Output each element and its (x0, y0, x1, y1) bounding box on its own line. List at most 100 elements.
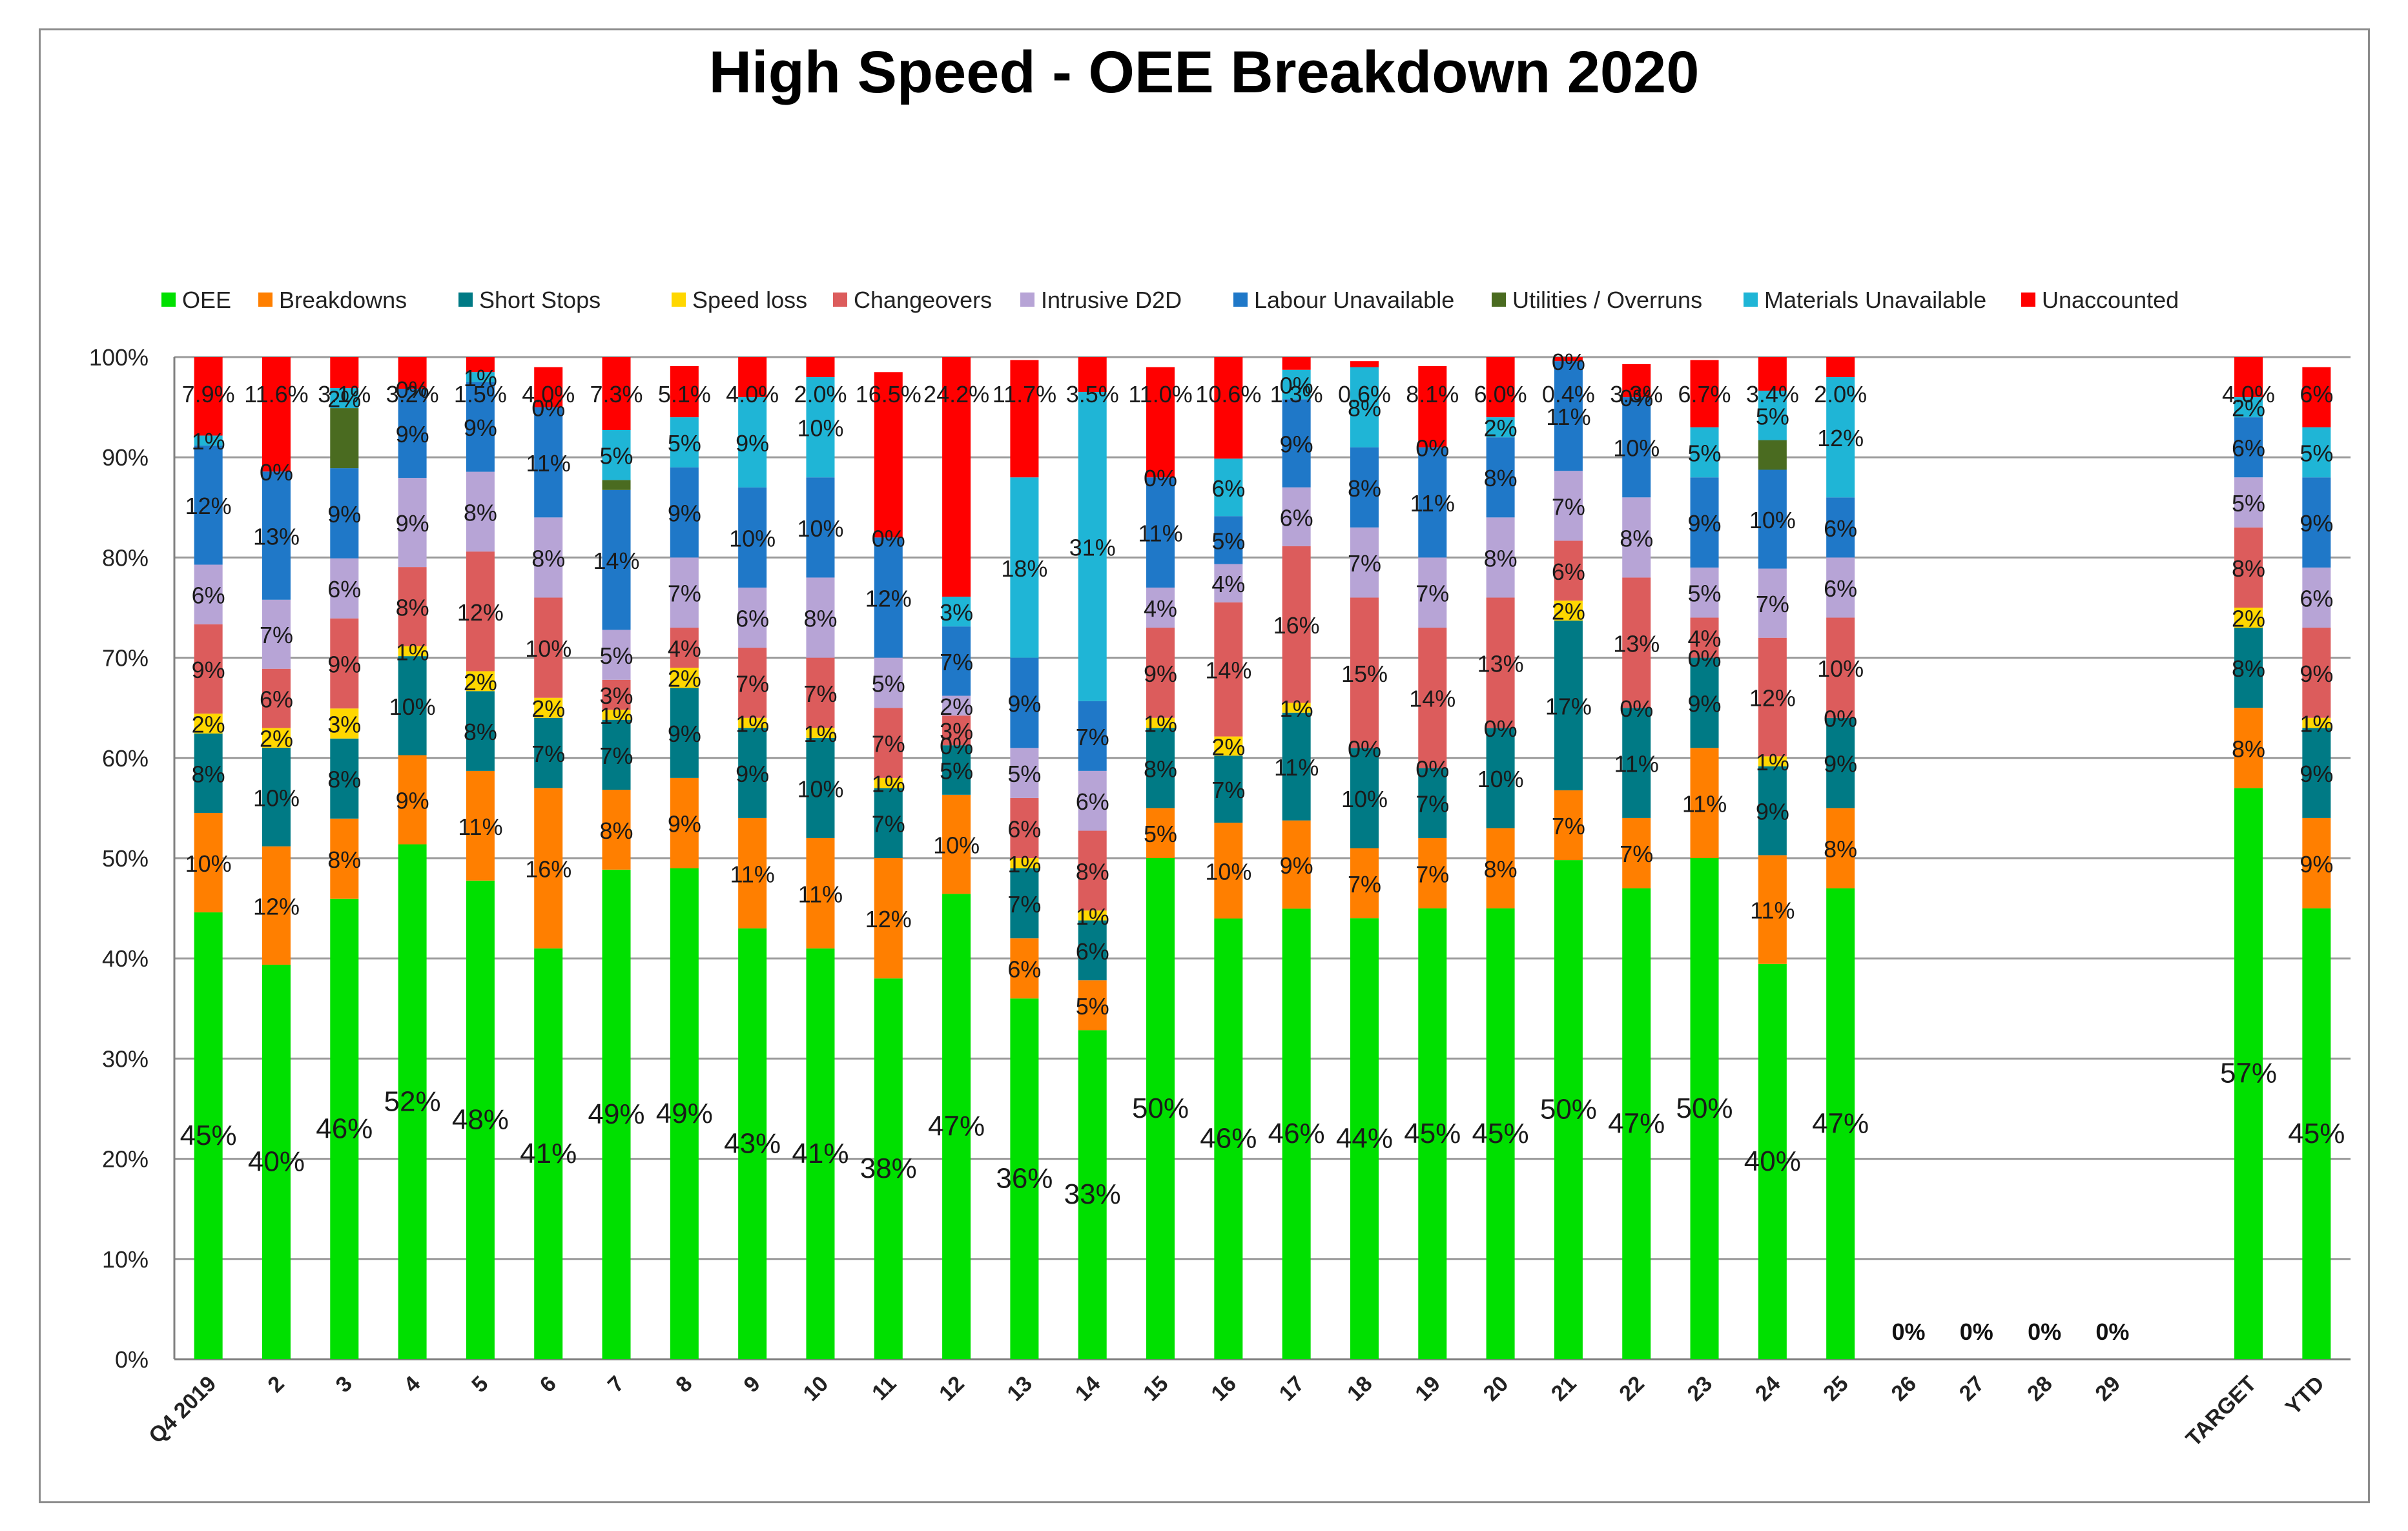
data-label: 5% (1076, 993, 1109, 1020)
bar-segment-intrusive-d2d (942, 695, 971, 716)
x-tick-label: 23 (1683, 1372, 1718, 1406)
bar-segment-short-stops (1826, 717, 1855, 808)
legend-swatch (1233, 293, 1248, 307)
bar-segment-speed-loss (1010, 858, 1039, 868)
data-label: 1% (396, 639, 429, 665)
bar-segment-labour-unavailable (194, 445, 223, 565)
data-label: 12% (865, 906, 912, 932)
data-label: 9% (2300, 761, 2333, 787)
y-tick-label: 10% (102, 1246, 149, 1273)
data-label: 0% (260, 459, 293, 486)
bar-segment-breakdowns (1690, 748, 1719, 858)
data-label: 7.3% (590, 381, 643, 407)
data-label: 0% (1415, 435, 1449, 462)
bar-segment-labour-unavailable (1010, 657, 1039, 748)
data-label: 6% (1076, 788, 1109, 815)
data-label: 31% (1069, 534, 1116, 560)
bar-segment-unaccounted (1282, 357, 1311, 370)
bar-segment-oee (1350, 918, 1379, 1359)
data-label: 9% (327, 651, 361, 677)
bar-segment-unaccounted (1622, 364, 1651, 398)
bar-segment-labour-unavailable (1622, 397, 1651, 498)
bar-segment-breakdowns (1282, 820, 1311, 909)
data-label: 7% (1348, 871, 1381, 898)
data-label: 43% (724, 1127, 781, 1159)
data-label: 9% (2300, 510, 2333, 537)
legend-swatch (458, 293, 473, 307)
data-label: 2% (464, 669, 497, 695)
bar-segment-breakdowns (194, 813, 223, 912)
bar-segment-unaccounted (806, 357, 835, 378)
data-label: 13% (1613, 630, 1660, 657)
bar-segment-materials-unavailable (1214, 458, 1243, 517)
data-label: 7% (600, 743, 633, 769)
bar-segment-short-stops (330, 738, 359, 819)
y-tick-label: 50% (102, 845, 149, 872)
bar-segment-intrusive-d2d (1010, 748, 1039, 798)
bar-segment-short-stops (738, 728, 767, 818)
bar-segment-unaccounted (398, 357, 427, 389)
data-label: 8% (1144, 755, 1177, 782)
bar-segment-short-stops (1146, 728, 1175, 808)
data-label: 8% (1484, 465, 1518, 491)
bar-segment-changeovers (806, 657, 835, 728)
y-tick-label: 30% (102, 1045, 149, 1072)
bar-segment-changeovers (1146, 628, 1175, 718)
bar-segment-breakdowns (2234, 708, 2263, 788)
bar-segment-short-stops (1078, 920, 1107, 981)
bar-segment-intrusive-d2d (1146, 587, 1175, 628)
data-label: 7% (1756, 591, 1789, 617)
bar-segment-speed-loss (1146, 717, 1175, 728)
bar-segment-speed-loss (466, 671, 495, 692)
data-label: 9% (1280, 852, 1313, 879)
data-label: 9% (736, 761, 769, 787)
data-label: 10% (797, 515, 843, 542)
data-label: 11% (730, 861, 774, 887)
bar-segment-oee (738, 928, 767, 1359)
bar-segment-materials-unavailable (1282, 369, 1311, 400)
x-tick-label: 17 (1275, 1372, 1310, 1406)
legend-swatch (1492, 293, 1506, 307)
legend-item: Materials Unavailable (1744, 284, 1986, 316)
bar-segment-labour-unavailable (738, 487, 767, 588)
data-label: 0% (2095, 1319, 2129, 1345)
data-label: 0% (1620, 385, 1653, 411)
data-label: 1% (803, 721, 837, 747)
data-label: 4.0% (726, 381, 779, 407)
data-label: 6% (192, 582, 225, 609)
bar-segment-oee (1078, 1030, 1107, 1359)
data-label: 9% (1688, 510, 1722, 537)
data-label: 16% (525, 856, 571, 883)
legend-swatch (161, 293, 176, 307)
data-label: 8% (803, 606, 837, 632)
data-label: 40% (1744, 1146, 1801, 1177)
bar-segment-oee (466, 880, 495, 1359)
data-label: 7% (736, 670, 769, 697)
bar-segment-speed-loss (1078, 910, 1107, 921)
data-label: 9% (668, 811, 701, 837)
bar-segment-oee (602, 869, 631, 1359)
data-label: 57% (2220, 1058, 2277, 1089)
x-tick-label: 4 (399, 1372, 425, 1397)
data-label: 10% (1613, 435, 1660, 462)
bar-segment-changeovers (1486, 597, 1515, 728)
bar-segment-oee (1282, 909, 1311, 1359)
bar-segment-short-stops (534, 717, 563, 788)
bar-segment-breakdowns (534, 788, 563, 949)
legend-label: Changeovers (854, 287, 993, 313)
data-label: 52% (384, 1085, 441, 1117)
bar-segment-materials-unavailable (1690, 427, 1719, 478)
data-label: 18% (1001, 555, 1047, 582)
data-label: 6% (2300, 585, 2333, 611)
legend-label: Intrusive D2D (1041, 287, 1182, 313)
y-tick-label: 90% (102, 444, 149, 471)
x-tick-label: YTD (2281, 1372, 2329, 1420)
data-label: 11% (798, 881, 843, 907)
bar-segment-breakdowns (670, 777, 699, 868)
bar-segment-intrusive-d2d (1418, 557, 1447, 628)
data-label: 46% (1268, 1118, 1325, 1149)
bar-segment-breakdowns (2302, 817, 2331, 909)
data-label: 9% (327, 501, 361, 528)
bar-segment-breakdowns (942, 794, 971, 894)
data-label: 9% (2300, 851, 2333, 878)
